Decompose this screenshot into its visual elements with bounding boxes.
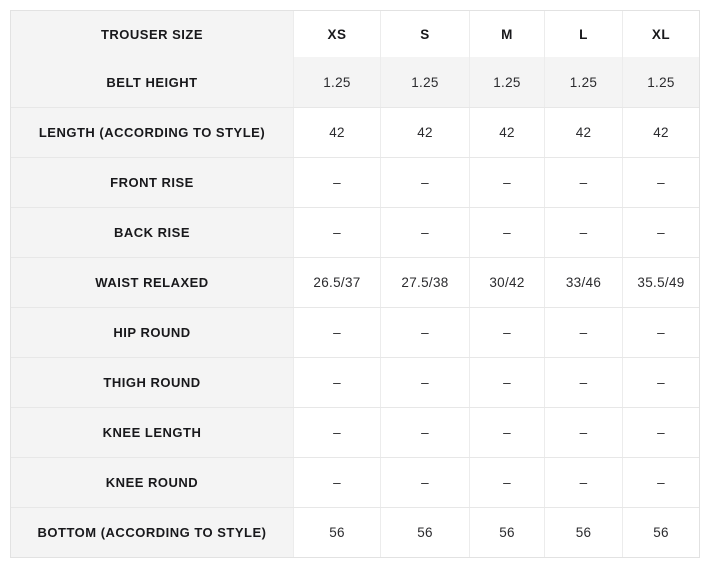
- table-header-row: TROUSER SIZE XS S M L XL: [11, 11, 699, 57]
- column-header-xl: XL: [622, 11, 699, 57]
- value-cell: –: [380, 308, 469, 357]
- value-cell: –: [293, 308, 380, 357]
- value-cell: –: [469, 158, 544, 207]
- value-cell: 33/46: [544, 258, 622, 307]
- value-cell: –: [544, 308, 622, 357]
- value-cell: –: [622, 308, 699, 357]
- value-cell: –: [293, 158, 380, 207]
- size-chart-table: TROUSER SIZE XS S M L XL BELT HEIGHT 1.25…: [10, 10, 700, 558]
- value-cell: 1.25: [293, 57, 380, 107]
- column-header-m: M: [469, 11, 544, 57]
- value-cell: –: [293, 458, 380, 507]
- value-cell: 27.5/38: [380, 258, 469, 307]
- row-label-cell: KNEE ROUND: [11, 458, 293, 507]
- table-row: HIP ROUND – – – – –: [11, 307, 699, 357]
- table-row: BOTTOM (ACCORDING TO STYLE) 56 56 56 56 56: [11, 507, 699, 557]
- value-cell: –: [293, 408, 380, 457]
- row-label-cell: BOTTOM (ACCORDING TO STYLE): [11, 508, 293, 557]
- table-row: BELT HEIGHT 1.25 1.25 1.25 1.25 1.25: [11, 57, 699, 107]
- value-cell: 26.5/37: [293, 258, 380, 307]
- value-cell: –: [622, 358, 699, 407]
- value-cell: –: [469, 458, 544, 507]
- value-cell: –: [544, 208, 622, 257]
- row-label-cell: LENGTH (ACCORDING TO STYLE): [11, 108, 293, 157]
- row-label-cell: KNEE LENGTH: [11, 408, 293, 457]
- row-label-cell: FRONT RISE: [11, 158, 293, 207]
- table-row: KNEE ROUND – – – – –: [11, 457, 699, 507]
- value-cell: 1.25: [380, 57, 469, 107]
- value-cell: 42: [544, 108, 622, 157]
- value-cell: –: [469, 208, 544, 257]
- value-cell: 56: [622, 508, 699, 557]
- table-row: THIGH ROUND – – – – –: [11, 357, 699, 407]
- row-label-cell: THIGH ROUND: [11, 358, 293, 407]
- table-row: KNEE LENGTH – – – – –: [11, 407, 699, 457]
- table-body: BELT HEIGHT 1.25 1.25 1.25 1.25 1.25 LENGTH (A…: [11, 57, 699, 557]
- value-cell: –: [544, 458, 622, 507]
- value-cell: –: [380, 458, 469, 507]
- value-cell: 1.25: [469, 57, 544, 107]
- column-header-s: S: [380, 11, 469, 57]
- value-cell: 56: [469, 508, 544, 557]
- table-row: BACK RISE – – – – –: [11, 207, 699, 257]
- value-cell: 35.5/49: [622, 258, 699, 307]
- value-cell: –: [544, 158, 622, 207]
- value-cell: –: [622, 458, 699, 507]
- value-cell: –: [293, 358, 380, 407]
- row-label-cell: WAIST RELAXED: [11, 258, 293, 307]
- value-cell: –: [293, 208, 380, 257]
- value-cell: –: [380, 208, 469, 257]
- table-row: FRONT RISE – – – – –: [11, 157, 699, 207]
- row-label-cell: BELT HEIGHT: [11, 57, 293, 107]
- value-cell: 1.25: [622, 57, 699, 107]
- value-cell: 56: [293, 508, 380, 557]
- column-header-l: L: [544, 11, 622, 57]
- value-cell: –: [380, 158, 469, 207]
- value-cell: –: [622, 158, 699, 207]
- value-cell: 56: [380, 508, 469, 557]
- table-row: WAIST RELAXED 26.5/37 27.5/38 30/42 33/46 35.…: [11, 257, 699, 307]
- value-cell: –: [469, 408, 544, 457]
- row-label-cell: HIP ROUND: [11, 308, 293, 357]
- value-cell: –: [544, 358, 622, 407]
- value-cell: 42: [293, 108, 380, 157]
- value-cell: –: [380, 408, 469, 457]
- value-cell: –: [469, 358, 544, 407]
- column-header-xs: XS: [293, 11, 380, 57]
- value-cell: 1.25: [544, 57, 622, 107]
- value-cell: 30/42: [469, 258, 544, 307]
- table-row: LENGTH (ACCORDING TO STYLE) 42 42 42 42 42: [11, 107, 699, 157]
- value-cell: –: [622, 408, 699, 457]
- value-cell: 42: [380, 108, 469, 157]
- value-cell: –: [544, 408, 622, 457]
- value-cell: –: [380, 358, 469, 407]
- value-cell: 42: [622, 108, 699, 157]
- row-label-cell: BACK RISE: [11, 208, 293, 257]
- value-cell: 56: [544, 508, 622, 557]
- value-cell: –: [622, 208, 699, 257]
- value-cell: –: [469, 308, 544, 357]
- value-cell: 42: [469, 108, 544, 157]
- header-label-cell: TROUSER SIZE: [11, 11, 293, 57]
